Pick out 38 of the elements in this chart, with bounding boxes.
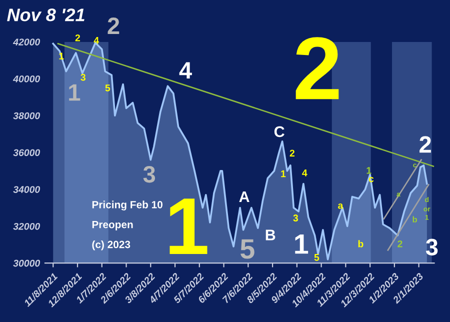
- y-tick-label: 30000: [13, 260, 40, 267]
- annotation: 5: [105, 84, 110, 92]
- annotation: 5: [314, 254, 320, 261]
- annotation: 2: [296, 37, 339, 100]
- annotation: Preopen: [92, 220, 133, 230]
- annotation: (c) 2023: [92, 240, 130, 250]
- y-tick-label: 42000: [12, 38, 40, 46]
- annotation: 3: [426, 238, 438, 256]
- text: 2: [108, 18, 120, 34]
- chart-title: Nov 8 '21: [7, 8, 84, 22]
- annotation: 2: [420, 136, 431, 153]
- annotation: 3: [143, 166, 156, 183]
- y-tick-label: 40000: [12, 75, 40, 82]
- annotation: Pricing Feb 10: [92, 200, 162, 210]
- annotation: a: [338, 204, 344, 209]
- annotation: 4: [179, 62, 192, 78]
- annotation: 1: [69, 84, 80, 101]
- annotation: 1: [281, 170, 286, 178]
- y-tick-label: 38000: [13, 112, 40, 120]
- annotation: 1: [295, 234, 308, 254]
- text: 2: [75, 34, 80, 42]
- annotation: 5: [240, 239, 254, 259]
- annotation: 4: [302, 170, 308, 176]
- y-tick-label: 36000: [13, 149, 40, 156]
- annotation: A: [239, 191, 250, 202]
- annotation: C: [274, 126, 284, 138]
- y-tick-label: 32000: [13, 222, 40, 230]
- y-tick-label: 34000: [13, 186, 40, 193]
- annotation: B: [266, 230, 276, 240]
- annotation: 4: [94, 37, 100, 44]
- annotation: 2: [290, 150, 294, 157]
- annotation: 2: [398, 240, 402, 248]
- annotation: 1: [366, 167, 372, 174]
- annotation: b: [412, 216, 417, 222]
- annotation: b: [358, 240, 364, 248]
- annotation: 3: [293, 214, 298, 222]
- annotation: 1: [170, 198, 208, 254]
- annotation: 3: [80, 74, 86, 81]
